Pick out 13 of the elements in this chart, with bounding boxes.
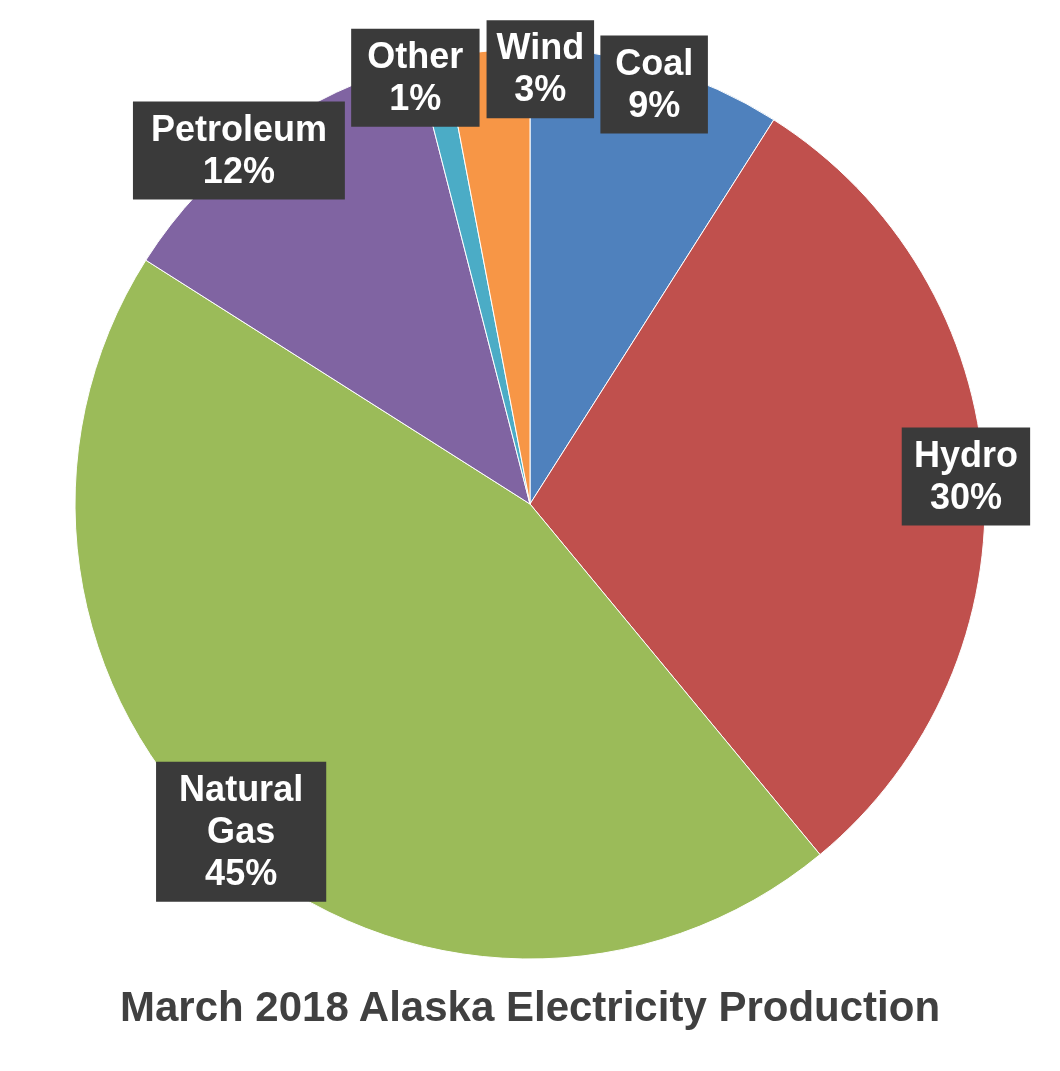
data-label: 30% — [929, 475, 1002, 517]
slice-label: Petroleum — [150, 107, 327, 149]
data-label: 9% — [628, 83, 681, 125]
data-label: 12% — [202, 149, 275, 191]
slice-label: Wind — [496, 26, 585, 68]
data-label: 3% — [514, 68, 567, 110]
data-label: 1% — [389, 76, 442, 118]
text: March 2018 Alaska Electricity Production — [119, 983, 941, 1030]
slice-label: Natural Gas — [179, 767, 304, 851]
data-label: 45% — [205, 851, 278, 893]
slice-label: Other — [367, 34, 464, 76]
slice-label: Coal — [615, 41, 694, 83]
slice-label: Hydro — [913, 433, 1018, 475]
